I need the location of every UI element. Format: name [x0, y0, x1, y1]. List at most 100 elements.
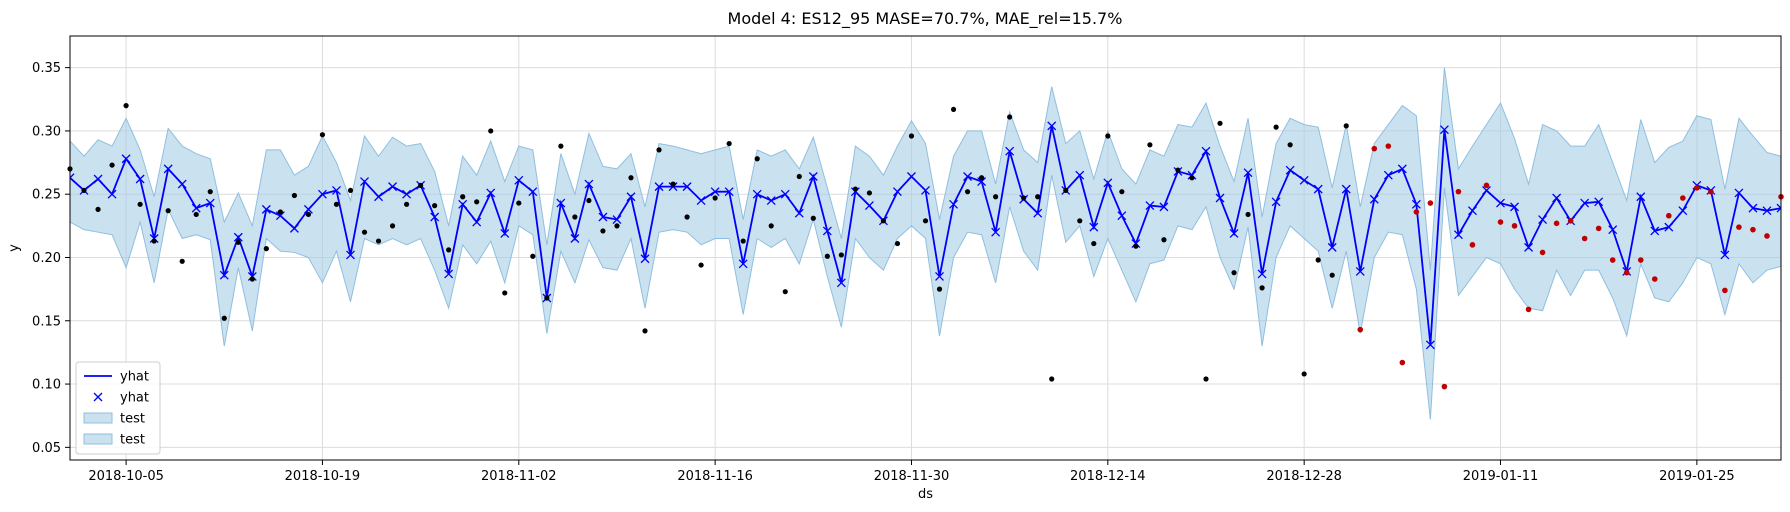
y-axis-label: y: [7, 244, 22, 252]
test-point: [1637, 257, 1644, 263]
yhat-marker: [1510, 202, 1519, 212]
yhat-marker: [991, 227, 1001, 237]
actual-point: [908, 133, 915, 139]
actual-point: [964, 189, 971, 195]
legend: yhat yhat test test: [75, 361, 161, 455]
yhat-marker: [486, 188, 496, 198]
test-point: [1651, 276, 1658, 282]
yhat-marker: [1439, 125, 1449, 135]
actual-point: [418, 182, 424, 188]
yhat-marker: [598, 212, 608, 222]
actual-point: [389, 223, 396, 229]
yhat-marker: [1285, 165, 1295, 175]
actual-point: [347, 187, 354, 194]
actual-point: [235, 239, 241, 245]
y-tick-label: 0.05: [32, 441, 61, 456]
yhat-marker: [1047, 121, 1057, 131]
actual-point: [922, 218, 929, 224]
yhat-marker: [135, 174, 145, 184]
yhat-marker: [626, 192, 636, 202]
interval-band: [70, 67, 1781, 420]
test-point: [1553, 220, 1560, 227]
yhat-marker: [1299, 175, 1309, 185]
actual-point: [207, 189, 213, 195]
legend-patch-swatch: [83, 412, 113, 424]
x-axis-ticks: 2018-10-05 2018-10-19 2018-11-02 2018-11-16…: [88, 460, 1735, 484]
yhat-marker: [528, 187, 538, 197]
yhat-marker: [332, 185, 341, 195]
yhat-marker: [233, 232, 243, 242]
test-point: [1525, 306, 1532, 313]
test-point: [1539, 249, 1546, 256]
yhat-marker: [1482, 185, 1491, 195]
yhat-marker: [458, 199, 468, 209]
actual-point: [193, 211, 199, 218]
actual-point: [277, 209, 283, 215]
yhat-marker: [1271, 197, 1281, 207]
actual-point: [333, 201, 340, 207]
y-tick-label: 0.15: [32, 314, 61, 329]
actual-point: [824, 253, 830, 259]
actual-point: [516, 200, 522, 206]
yhat-marker: [1594, 197, 1604, 207]
actual-point: [137, 201, 143, 207]
yhat-marker: [1257, 269, 1267, 279]
actual-point: [684, 214, 690, 220]
actual-point: [628, 175, 634, 181]
actual-point: [572, 214, 578, 220]
actual-point: [1007, 114, 1013, 120]
yhat-marker: [360, 177, 369, 187]
yhat-marker: [289, 223, 299, 233]
actual-point: [1077, 218, 1083, 224]
actual-point: [1203, 376, 1209, 382]
yhat-marker: [219, 270, 229, 280]
test-point: [1427, 200, 1434, 206]
actual-point: [782, 289, 788, 295]
test-point: [1623, 269, 1630, 276]
actual-point: [474, 199, 480, 205]
legend-label: yhat: [120, 370, 149, 385]
actual-point: [810, 215, 816, 221]
actual-point: [95, 206, 101, 212]
actual-point: [1105, 133, 1111, 139]
yhat-marker: [1580, 198, 1590, 208]
yhat-marker: [205, 198, 215, 208]
yhat-marker: [191, 203, 201, 213]
yhat-marker: [514, 175, 524, 185]
actual-point: [852, 186, 858, 192]
yhat-marker: [1327, 242, 1337, 252]
yhat-marker: [1678, 206, 1688, 216]
yhat-marker: [1734, 188, 1744, 198]
yhat-marker: [1383, 170, 1393, 180]
yhat-marker: [1776, 203, 1781, 213]
actual-point: [698, 262, 704, 268]
x-tick-label: 2018-11-30: [874, 469, 950, 484]
chart-title: Model 4: ES12_95 MASE=70.7%, MAE_rel=15.…: [728, 9, 1123, 29]
actual-point: [1175, 167, 1181, 173]
yhat-marker: [654, 182, 664, 192]
actual-point: [1217, 120, 1223, 126]
test-point: [1469, 242, 1476, 248]
yhat-marker: [93, 174, 103, 184]
y-axis-ticks: 0.05 0.10 0.15 0.20 0.25 0.30 0.35: [32, 61, 70, 456]
test-point: [1581, 235, 1588, 242]
actual-point: [1161, 237, 1167, 243]
legend-label: test: [120, 412, 145, 427]
yhat-marker: [121, 154, 131, 164]
yhat-marker: [1496, 198, 1505, 208]
yhat-marker: [907, 172, 916, 181]
actual-point: [1329, 272, 1335, 278]
uncertainty-band: [70, 67, 1781, 420]
actual-point: [712, 195, 718, 201]
test-point: [1764, 233, 1770, 239]
yhat-marker: [1397, 164, 1407, 174]
x-tick-label: 2019-01-25: [1659, 469, 1735, 484]
actual-point: [361, 229, 368, 235]
actual-point: [319, 132, 326, 138]
actual-point: [151, 238, 157, 244]
test-point: [1708, 188, 1714, 195]
yhat-marker: [70, 173, 75, 183]
actual-point: [1231, 270, 1237, 276]
test-point: [1385, 143, 1392, 149]
actual-point: [950, 106, 957, 113]
